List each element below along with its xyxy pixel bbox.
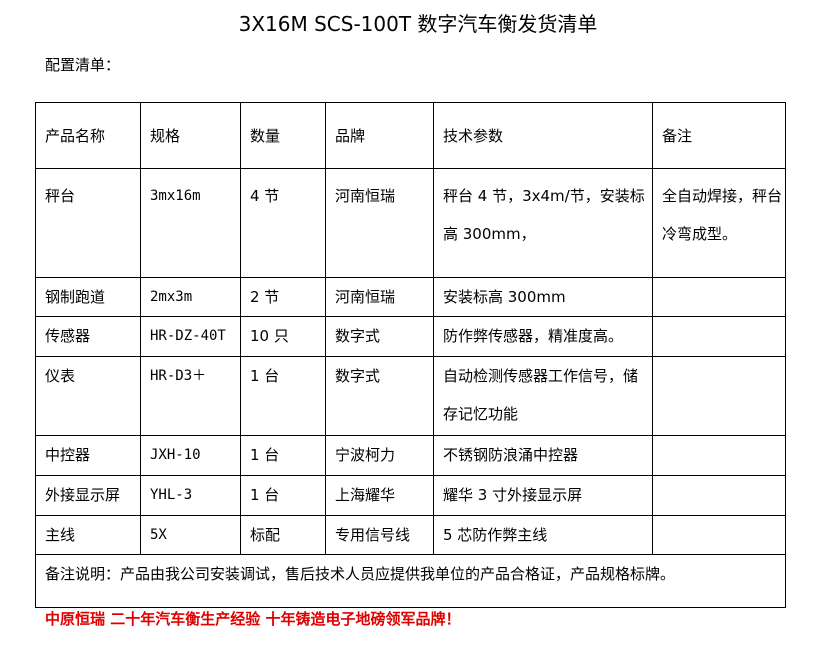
table-row: 传感器 HR-DZ-40T 10 只数字式 防作弊传感器，精准度高。 — [35, 316, 786, 357]
header-cell: 产品名称 — [35, 102, 141, 169]
cell: HR-D3＋ — [140, 356, 241, 436]
cell: 耀华 3 寸外接显示屏 — [433, 475, 653, 516]
cell — [652, 277, 786, 317]
cell: 河南恒瑞 — [325, 277, 434, 317]
cell: 河南恒瑞 — [325, 168, 434, 278]
cell: 外接显示屏 — [35, 475, 141, 516]
cell: 宁波柯力 — [325, 435, 434, 476]
cell: 2mx3m — [140, 277, 241, 317]
header-cell: 备注 — [652, 102, 786, 169]
cell — [652, 435, 786, 476]
note-row: 备注说明：产品由我公司安装调试，售后技术人员应提供我单位的产品合格证，产品规格标… — [35, 554, 786, 608]
table-row: 秤台 3mx16m 4 节河南恒瑞 秤台 4 节，3x4m/节，安装标高 300mm，… — [35, 168, 786, 278]
shipping-list-table: 产品名称 规格 数量 品牌 技术参数 备注 秤台 3mx16m 4 节河南恒瑞 秤台 … — [35, 102, 786, 608]
cell: HR-DZ-40T — [140, 316, 241, 357]
header-cell: 规格 — [140, 102, 241, 169]
document-title: 3X16M SCS-100T 数字汽车衡发货清单 — [238, 12, 598, 36]
header-cell: 数量 — [240, 102, 326, 169]
cell — [652, 316, 786, 357]
cell: 主线 — [35, 515, 141, 555]
cell: 中控器 — [35, 435, 141, 476]
cell — [652, 475, 786, 516]
cell: 1 台 — [240, 475, 326, 516]
cell: 自动检测传感器工作信号，储存记忆功能 — [433, 356, 653, 436]
table-row: 中控器 JXH-10 1 台宁波柯力 不锈钢防浪涌中控器 — [35, 435, 786, 476]
cell — [652, 356, 786, 436]
table-row: 钢制跑道 2mx3m 2 节河南恒瑞 安装标高 300mm — [35, 277, 786, 317]
cell: 上海耀华 — [325, 475, 434, 516]
cell: 1 台 — [240, 435, 326, 476]
cell: 全自动焊接，秤台冷弯成型。 — [652, 168, 786, 278]
cell: 5X — [140, 515, 241, 555]
table-row: 仪表 HR-D3＋ 1 台数字式 自动检测传感器工作信号，储存记忆功能 — [35, 356, 786, 436]
note-cell: 备注说明：产品由我公司安装调试，售后技术人员应提供我单位的产品合格证，产品规格标… — [35, 554, 786, 608]
cell: 不锈钢防浪涌中控器 — [433, 435, 653, 476]
cell: 传感器 — [35, 316, 141, 357]
cell: 5 芯防作弊主线 — [433, 515, 653, 555]
cell: 10 只 — [240, 316, 326, 357]
cell: 秤台 4 节，3x4m/节，安装标高 300mm， — [433, 168, 653, 278]
cell: 标配 — [240, 515, 326, 555]
cell: 秤台 — [35, 168, 141, 278]
table-header-row: 产品名称 规格 数量 品牌 技术参数 备注 — [35, 102, 786, 169]
cell: JXH-10 — [140, 435, 241, 476]
cell: 4 节 — [240, 168, 326, 278]
config-list-label: 配置清单： — [45, 56, 121, 74]
table-row: 主线 5X 标配 专用信号线 5 芯防作弊主线 — [35, 515, 786, 555]
cell: 2 节 — [240, 277, 326, 317]
table-row: 外接显示屏 YHL-3 1 台上海耀华 耀华 3 寸外接显示屏 — [35, 475, 786, 516]
cell: YHL-3 — [140, 475, 241, 516]
header-cell: 技术参数 — [433, 102, 653, 169]
cell: 1 台 — [240, 356, 326, 436]
cell: 仪表 — [35, 356, 141, 436]
cell: 数字式 — [325, 356, 434, 436]
cell: 钢制跑道 — [35, 277, 141, 317]
cell: 专用信号线 — [325, 515, 434, 555]
header-cell: 品牌 — [325, 102, 434, 169]
cell: 安装标高 300mm — [433, 277, 653, 317]
cell: 数字式 — [325, 316, 434, 357]
cell: 防作弊传感器，精准度高。 — [433, 316, 653, 357]
cell: 3mx16m — [140, 168, 241, 278]
cell — [652, 515, 786, 555]
company-slogan: 中原恒瑞 二十年汽车衡生产经验 十年铸造电子地磅领军品牌！ — [45, 610, 461, 628]
